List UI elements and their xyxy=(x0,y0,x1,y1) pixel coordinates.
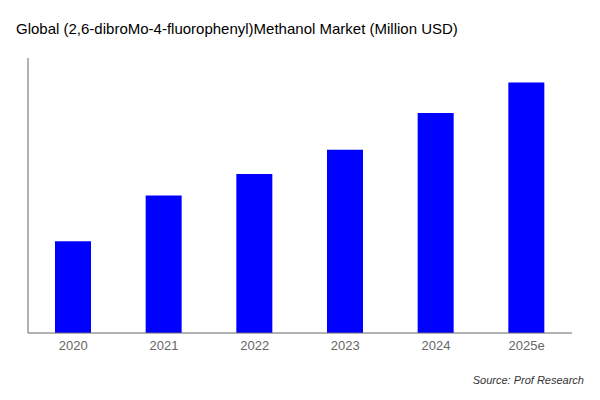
svg-text:2022: 2022 xyxy=(240,338,269,353)
svg-text:2021: 2021 xyxy=(150,338,179,353)
svg-text:2025e: 2025e xyxy=(509,338,545,353)
svg-text:2020: 2020 xyxy=(59,338,88,353)
svg-text:2024: 2024 xyxy=(422,338,451,353)
html-text:Global (2,6-dibroMo-4-fluoroph: Global (2,6-dibroMo-4-fluorophenyl)Metha… xyxy=(16,19,458,37)
svg-text:2023: 2023 xyxy=(331,338,360,353)
html-text:Source: Prof Research: Source: Prof Research xyxy=(472,374,584,386)
